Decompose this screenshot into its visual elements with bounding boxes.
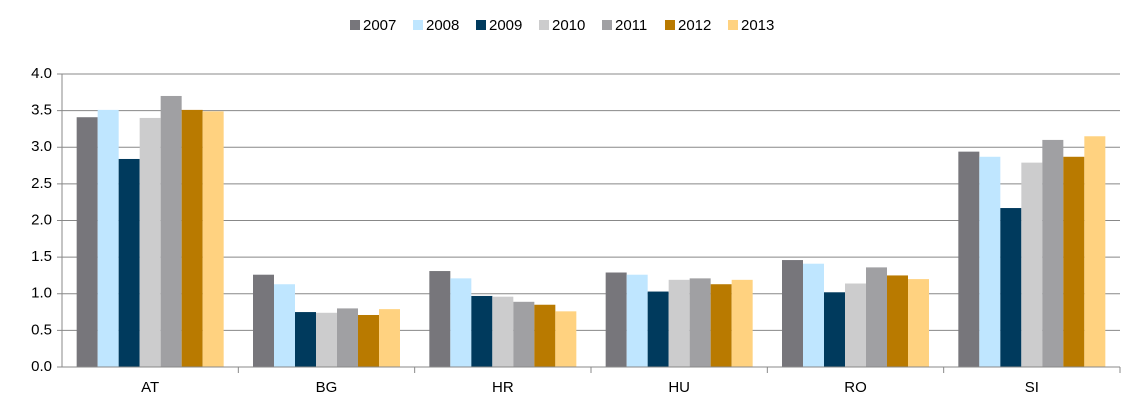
bar <box>782 260 803 367</box>
bar <box>534 304 556 367</box>
legend-swatch <box>602 20 612 30</box>
legend-swatch <box>728 20 738 30</box>
bar <box>958 151 980 367</box>
bar <box>1042 139 1064 367</box>
x-tick-label: AT <box>141 379 159 396</box>
bar <box>1084 136 1106 367</box>
bar <box>1063 156 1085 367</box>
legend-label: 2010 <box>552 17 585 34</box>
legend-label: 2008 <box>426 17 459 34</box>
bar <box>668 279 690 367</box>
legend-swatch <box>539 20 549 30</box>
bar <box>139 117 161 367</box>
bar <box>845 283 866 367</box>
y-tick-label: 4.0 <box>31 65 52 82</box>
bar <box>731 279 753 367</box>
y-tick-label: 2.5 <box>31 175 52 192</box>
bar <box>160 95 182 367</box>
bar <box>555 311 577 367</box>
legend-label: 2011 <box>615 17 647 34</box>
y-tick-label: 3.5 <box>31 102 52 119</box>
x-tick-label: HR <box>492 379 514 396</box>
bar <box>626 274 648 367</box>
bar <box>202 111 224 367</box>
bar <box>1021 162 1043 367</box>
bar <box>337 308 358 367</box>
bar <box>710 284 732 367</box>
bar <box>492 296 514 367</box>
bar <box>605 272 627 367</box>
y-tick-label: 3.0 <box>31 138 52 155</box>
bar <box>76 117 98 367</box>
bar <box>379 309 400 367</box>
bar <box>429 271 451 367</box>
bar <box>979 156 1001 367</box>
bar <box>647 291 669 367</box>
bar <box>887 275 908 367</box>
bar <box>471 295 493 367</box>
legend-label: 2007 <box>363 17 396 34</box>
legend-label: 2013 <box>741 17 774 34</box>
y-tick-label: 0.5 <box>31 321 52 338</box>
bar <box>274 284 295 367</box>
x-tick-label: HU <box>668 379 690 396</box>
bar <box>689 278 711 367</box>
y-tick-label: 0.0 <box>31 358 52 375</box>
legend-swatch <box>665 20 675 30</box>
legend-swatch <box>350 20 360 30</box>
x-tick-label: SI <box>1025 379 1039 396</box>
legend-swatch <box>476 20 486 30</box>
legend-label: 2012 <box>678 17 711 34</box>
bar <box>181 109 203 367</box>
legend-label: 2009 <box>489 17 522 34</box>
bar <box>866 267 887 367</box>
bar <box>97 109 119 367</box>
bar <box>450 278 472 367</box>
bar <box>316 312 337 367</box>
bar <box>803 263 824 367</box>
bar <box>358 314 379 367</box>
bar <box>824 292 845 367</box>
x-tick-label: RO <box>844 379 867 396</box>
x-tick-label: BG <box>316 379 338 396</box>
y-tick-label: 1.5 <box>31 248 52 265</box>
legend-swatch <box>413 20 423 30</box>
bar <box>118 158 140 367</box>
bar <box>253 274 274 367</box>
bar <box>295 312 316 367</box>
y-tick-label: 2.0 <box>31 211 52 228</box>
bar <box>1000 208 1022 367</box>
y-tick-label: 1.0 <box>31 285 52 302</box>
bar <box>513 301 535 367</box>
bar <box>908 279 929 367</box>
